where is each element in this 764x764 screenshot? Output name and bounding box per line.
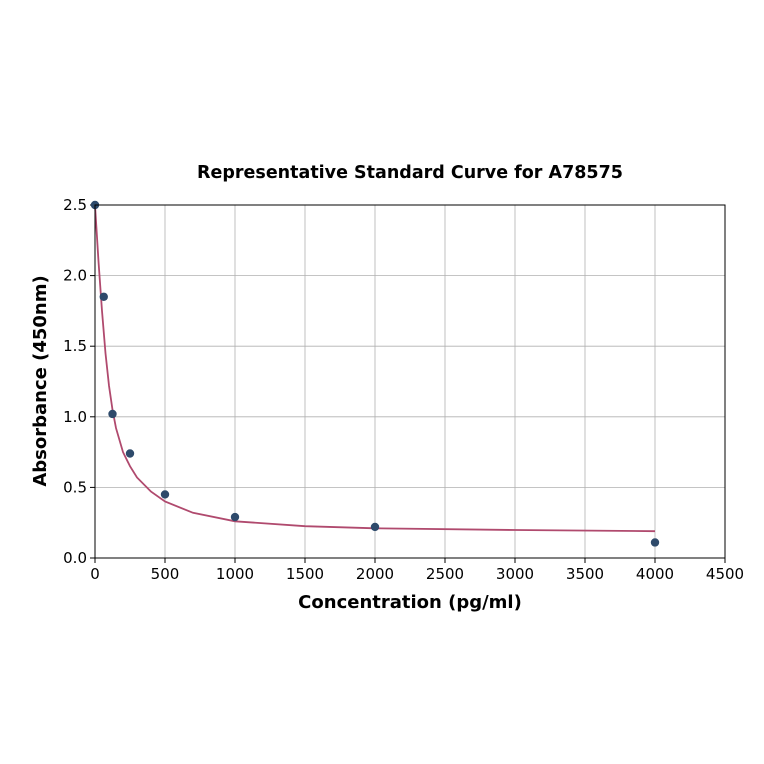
y-ticks: 0.0 0.5 1.0 1.5 2.0 2.5 [63, 196, 95, 567]
x-tick-label: 1500 [286, 565, 324, 583]
x-tick-label: 2000 [356, 565, 394, 583]
y-tick-label: 0.0 [63, 549, 87, 567]
y-tick-label: 2.5 [63, 196, 87, 214]
x-tick-label: 500 [151, 565, 180, 583]
data-point [230, 512, 240, 522]
data-point [108, 409, 117, 419]
data-point [160, 490, 170, 499]
data-point [370, 522, 380, 532]
data-point [125, 449, 135, 458]
data-point [99, 292, 108, 301]
x-axis-label: Concentration (pg/ml) [298, 592, 522, 613]
data-points [90, 200, 660, 547]
y-axis-label: Absorbance (450nm) [30, 275, 51, 486]
x-tick-label: 3500 [566, 565, 604, 583]
data-point [650, 538, 660, 547]
y-tick-label: 2.0 [63, 267, 87, 285]
x-tick-label: 4500 [706, 565, 744, 583]
y-tick-label: 1.0 [63, 408, 87, 426]
x-ticks: 0 500 1000 1500 2000 2500 3000 3500 4000 4500 [90, 558, 744, 583]
x-tick-label: 1000 [216, 565, 254, 583]
chart-title: Representative Standard Curve for A78575 [197, 163, 623, 183]
x-tick-label: 0 [90, 565, 100, 583]
y-tick-label: 1.5 [63, 337, 87, 355]
x-tick-label: 3000 [496, 565, 534, 583]
x-tick-label: 4000 [636, 565, 674, 583]
plot-frame [94, 204, 726, 559]
grid [94, 204, 726, 559]
y-tick-label: 0.5 [63, 478, 87, 496]
fit-curve [94, 204, 656, 533]
x-tick-label: 2500 [426, 565, 464, 583]
